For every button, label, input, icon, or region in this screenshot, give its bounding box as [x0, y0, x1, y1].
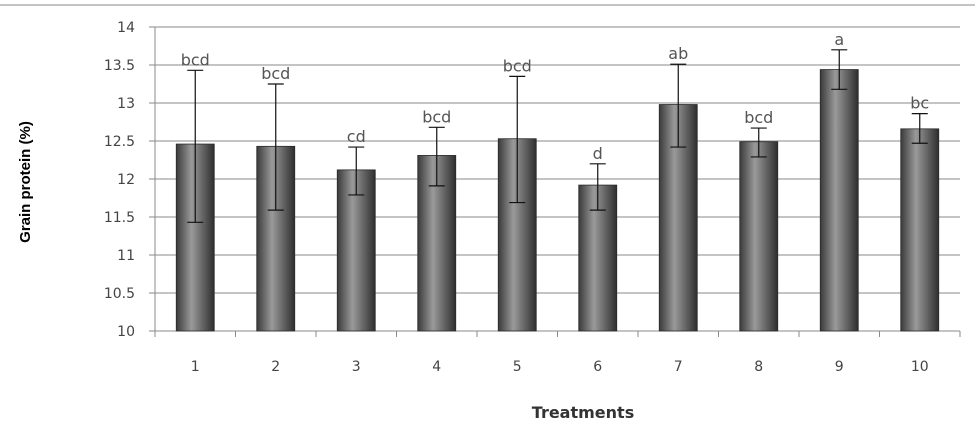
significance-label: bcd: [503, 56, 532, 75]
significance-label: cd: [347, 127, 366, 146]
significance-labels: bcd bcd cd bcd bcd d ab bcd a bc: [181, 30, 930, 163]
significance-label: bc: [910, 94, 929, 113]
y-tick-labels: 10 10.5 11 11.5 12 12.5 13 13.5 14: [104, 20, 135, 340]
y-tick-label: 11.5: [104, 210, 135, 226]
y-tick-label: 12: [117, 172, 135, 188]
x-tick-label: 8: [754, 359, 763, 375]
bar-3: [336, 169, 376, 332]
x-tick-label: 7: [674, 359, 683, 375]
y-tick-label: 13.5: [104, 58, 135, 74]
significance-label: bcd: [261, 64, 290, 83]
significance-label: d: [593, 144, 603, 163]
x-tick-label: 1: [191, 359, 200, 375]
significance-label: a: [834, 30, 844, 49]
significance-label: ab: [668, 44, 688, 63]
y-tick-label: 13: [117, 96, 135, 112]
x-tick-label: 9: [835, 359, 844, 375]
x-tick-label: 4: [432, 359, 441, 375]
y-tick-label: 10.5: [104, 286, 135, 302]
significance-label: bcd: [181, 50, 210, 69]
y-axis-label: Grain protein (%): [17, 121, 34, 243]
significance-label: bcd: [422, 107, 451, 126]
y-tick-label: 10: [117, 324, 135, 340]
x-tick-label: 2: [271, 359, 280, 375]
x-tick-label: 6: [593, 359, 602, 375]
x-axis-label: Treatments: [532, 403, 634, 421]
y-tick-label: 12.5: [104, 134, 135, 150]
y-tick-label: 11: [117, 248, 135, 264]
x-tick-label: 5: [513, 359, 522, 375]
significance-label: bcd: [744, 108, 773, 127]
error-bars: [187, 49, 928, 223]
x-tick-label: 10: [911, 359, 929, 375]
y-tick-label: 14: [117, 20, 135, 36]
bar-9: [819, 69, 859, 332]
bar-8: [739, 141, 779, 332]
x-tick-labels: 1 2 3 4 5 6 7 8 9 10: [191, 359, 929, 375]
bar-10: [900, 128, 940, 332]
bars: [175, 69, 940, 332]
x-tick-label: 3: [352, 359, 361, 375]
